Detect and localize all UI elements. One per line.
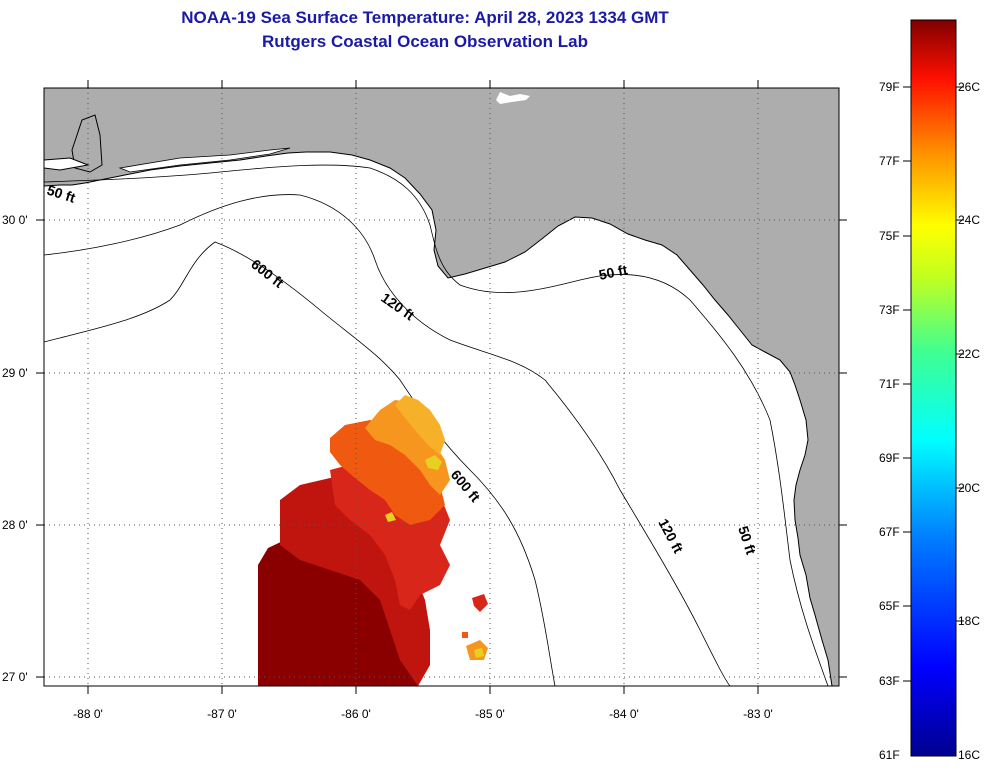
colorbar-f-label: 77F (879, 154, 900, 168)
colorbar-f-label: 71F (879, 377, 900, 391)
colorbar-c-label: 22C (958, 347, 981, 361)
lon-label: -85 0' (475, 707, 505, 721)
colorbar-c-label: 20C (958, 481, 981, 495)
colorbar-f-label: 67F (879, 525, 900, 539)
colorbar-f-label: 61F (879, 748, 900, 762)
lat-label: 27 0' (2, 670, 28, 684)
lat-label: 28 0' (2, 518, 28, 532)
lon-label: -88 0' (73, 707, 103, 721)
colorbar-f-label: 75F (879, 229, 900, 243)
lon-label: -87 0' (207, 707, 237, 721)
lon-label: -86 0' (341, 707, 371, 721)
sst-data-overlay (258, 395, 488, 686)
lon-label: -83 0' (743, 707, 773, 721)
contour-50ft (44, 164, 829, 686)
land-mass (44, 88, 839, 686)
colorbar-f-label: 65F (879, 599, 900, 613)
contour-label-50ft: 50 ft (597, 261, 629, 283)
lon-label: -84 0' (609, 707, 639, 721)
contour-600ft (44, 241, 556, 686)
colorbar (910, 19, 957, 757)
colorbar-f-label: 63F (879, 674, 900, 688)
colorbar-c-label: 24C (958, 213, 981, 227)
lat-label: 29 0' (2, 366, 28, 380)
colorbar-c-label: 26C (958, 80, 981, 94)
colorbar-c-label: 16C (958, 748, 981, 762)
colorbar-f-label: 73F (879, 303, 900, 317)
map-title: NOAA-19 Sea Surface Temperature: April 2… (181, 8, 669, 27)
map-subtitle: Rutgers Coastal Ocean Observation Lab (262, 32, 588, 51)
colorbar-f-label: 79F (879, 80, 900, 94)
colorbar-c-label: 18C (958, 614, 981, 628)
colorbar-f-label: 69F (879, 451, 900, 465)
contour-120ft (44, 194, 731, 686)
lat-label: 30 0' (2, 213, 28, 227)
